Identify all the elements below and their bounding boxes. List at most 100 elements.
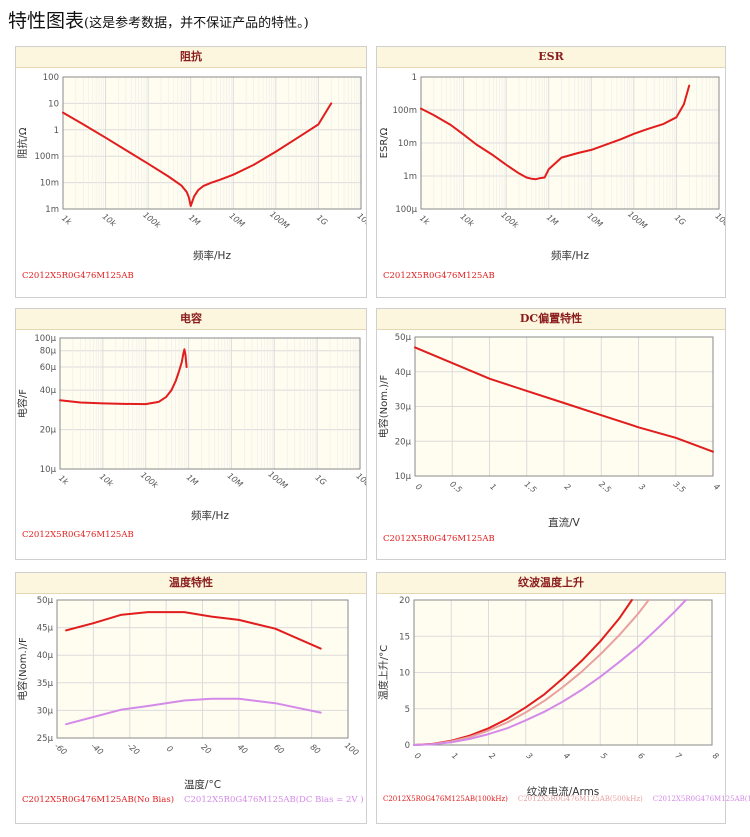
ripple-panel: 纹波温度上升 0 1 2 3 4 5 6 7 8 0 5 10 15 20 纹波电流/Arms 温度上升/°C… (376, 572, 750, 824)
y-tick-label: 25μ (37, 734, 54, 744)
x-tick-label: 4 (712, 482, 722, 492)
y-tick-label: 60μ (40, 363, 57, 373)
y-tick-label: 40μ (37, 651, 54, 661)
x-axis-label: 频率/Hz (193, 249, 231, 262)
y-tick-label: 30μ (37, 706, 54, 716)
x-tick-label: 3 (525, 751, 535, 761)
x-tick-label: 8 (711, 751, 721, 761)
x-tick-label: 10M (226, 471, 245, 489)
x-axis-label: 频率/Hz (191, 509, 229, 522)
page-title-note: (这是参考数据，并不保证产品的特性。) (84, 16, 309, 31)
y-axis-label: 阻抗/Ω (16, 127, 29, 158)
x-tick-label: 10k (101, 212, 118, 229)
ripple-legend: C2012X5R0G476M125AB(100kHz) C2012X5R0G476… (383, 795, 750, 803)
x-tick-label: 1k (418, 214, 432, 227)
x-tick-label: -40 (89, 741, 105, 756)
x-tick-label: 1.5 (523, 480, 539, 495)
legend-entry: C2012X5R0G476M125AB (383, 534, 495, 544)
capacitance-legend: C2012X5R0G476M125AB (22, 530, 144, 540)
x-tick-label: 1M (185, 473, 200, 488)
y-tick-label: 35μ (37, 679, 54, 689)
x-tick-label: 10G (355, 211, 366, 228)
y-tick-label: 10μ (395, 472, 412, 482)
x-tick-label: 100M (267, 470, 290, 491)
y-tick-label: 50μ (395, 333, 412, 343)
x-tick-label: 0 (413, 751, 423, 761)
series-line-1 (413, 599, 650, 746)
ripple-chart: 0 1 2 3 4 5 6 7 8 0 5 10 15 20 纹波电流/Arms 温度上升/°C (377, 596, 721, 798)
x-tick-label: 10G (713, 211, 725, 228)
x-tick-label: 1G (673, 213, 687, 227)
y-tick-label: 40μ (395, 368, 412, 378)
x-tick-label: 1 (488, 482, 498, 492)
y-tick-label: 100 (43, 73, 59, 83)
esr-title: ESR (377, 47, 725, 68)
y-tick-label: 10m (40, 179, 59, 189)
esr-chart: 1k 10k 100k 1M 10M 100M 1G 10G 100μ 1m 10m 100m 1 频率/… (379, 73, 725, 262)
y-tick-label: 5 (405, 705, 410, 715)
series-line-1 (65, 697, 322, 726)
dcbias-legend: C2012X5R0G476M125AB (383, 534, 505, 544)
legend-entry: C2012X5R0G476M125AB (383, 271, 495, 281)
x-tick-label: 1M (187, 213, 202, 228)
y-tick-label: 10μ (40, 465, 57, 475)
impedance-panel: 阻抗 1k 10k 100k 1M 10M 100M 1G 10G 1m 10m 100m 1 10 10… (15, 46, 367, 298)
plot-frame (56, 599, 349, 739)
series-line-0 (65, 611, 322, 650)
capacitance-panel: 电容 1k 10k 100k 1M 10M 100M 1G 10G 10μ 20μ 40μ 60μ 80… (15, 308, 367, 560)
x-tick-label: 0 (165, 744, 175, 754)
x-tick-label: 40 (236, 742, 250, 755)
plot-frame (414, 336, 714, 477)
dcbias-panel: DC偏置特性 0 0.5 1 1.5 2 2.5 3 3.5 4 10μ 20μ 30μ 40μ 50μ 直… (376, 308, 726, 560)
y-tick-label: 10m (398, 139, 417, 149)
series-line-2 (413, 599, 687, 746)
temperature-title: 温度特性 (16, 573, 366, 594)
y-tick-label: 100m (34, 152, 59, 162)
y-axis-label: ESR/Ω (379, 127, 390, 158)
impedance-chart: 1k 10k 100k 1M 10M 100M 1G 10G 1m 10m 100m 1 10 100 频率… (16, 73, 366, 262)
page-title: 特性图表(这是参考数据，并不保证产品的特性。) (8, 6, 309, 33)
plot-frame (413, 599, 713, 746)
ripple-title: 纹波温度上升 (377, 573, 725, 594)
x-tick-label: 2.5 (597, 480, 613, 495)
x-tick-label: 7 (674, 751, 684, 762)
x-tick-label: 20 (199, 742, 213, 755)
capacitance-title: 电容 (16, 309, 366, 330)
y-tick-label: 10 (399, 669, 410, 679)
x-tick-label: 100M (268, 210, 291, 231)
x-tick-label: -60 (53, 741, 69, 756)
x-tick-label: 100k (499, 210, 520, 230)
x-tick-label: 1k (60, 214, 74, 227)
legend-entry: C2012X5R0G476M125AB (22, 530, 134, 540)
x-tick-label: -20 (125, 741, 141, 756)
x-tick-label: 1G (315, 213, 329, 227)
series-line-0 (62, 102, 333, 207)
temperature-panel: 温度特性 -60 -40 -20 0 20 40 60 80 100 25μ 30μ 35μ 40μ 45… (15, 572, 367, 824)
x-tick-label: 3 (637, 482, 647, 492)
y-tick-label: 20 (399, 596, 410, 606)
x-tick-label: 1G (314, 473, 328, 487)
y-tick-label: 100m (392, 106, 417, 116)
series-line-0 (59, 348, 188, 406)
x-tick-label: 80 (308, 742, 322, 755)
x-tick-label: 100 (343, 741, 360, 758)
x-tick-label: 6 (636, 751, 646, 761)
y-tick-label: 100μ (34, 334, 56, 344)
y-tick-label: 20μ (395, 437, 412, 447)
y-tick-label: 100μ (395, 205, 417, 215)
x-tick-label: 0.5 (448, 480, 464, 495)
x-tick-label: 2 (487, 751, 497, 761)
x-tick-label: 4 (562, 751, 572, 761)
x-tick-label: 10M (227, 211, 246, 229)
plot-frame (59, 337, 361, 470)
x-tick-label: 10M (585, 211, 604, 229)
temperature-chart: -60 -40 -20 0 20 40 60 80 100 25μ 30μ 35μ 40μ 45μ 50μ 温… (16, 596, 360, 791)
y-axis-label: 电容(Nom.)/F (16, 637, 29, 701)
dcbias-title: DC偏置特性 (377, 309, 725, 330)
y-tick-label: 40μ (40, 386, 57, 396)
impedance-legend: C2012X5R0G476M125AB (22, 271, 144, 281)
x-tick-label: 10G (354, 471, 366, 488)
plot-frame (62, 76, 362, 210)
x-tick-label: 100M (626, 210, 649, 231)
x-tick-label: 60 (272, 742, 286, 755)
